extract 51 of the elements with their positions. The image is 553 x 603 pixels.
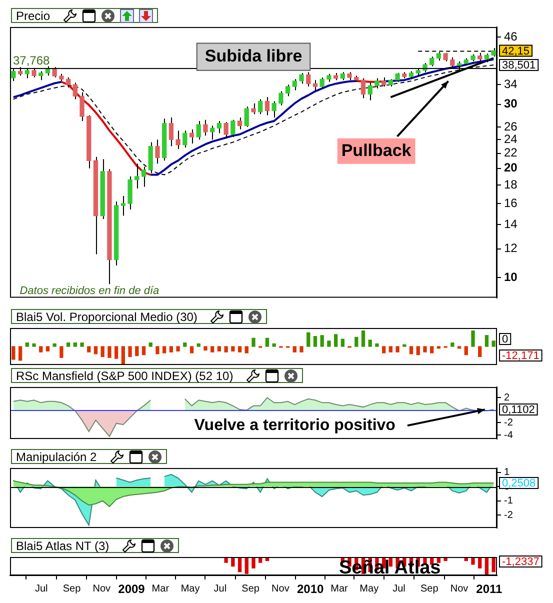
- y-tick-label: 46: [504, 29, 518, 44]
- y-tick-label: 14: [504, 216, 518, 231]
- x-tick-label: May: [360, 583, 379, 594]
- text: -1,2337: [502, 556, 540, 568]
- annotation: Subida libre: [204, 46, 302, 66]
- y-tick-label: 34: [504, 76, 518, 91]
- text: 0: [502, 334, 508, 346]
- x-tick-label: Jul: [214, 583, 227, 594]
- chart-title: Blai5 Vol. Proporcional Medio (30): [16, 310, 198, 324]
- chart-title: RSc Mansfield (S&P 500 INDEX) (52 10): [16, 368, 234, 382]
- x-tick-label: Sep: [62, 583, 82, 594]
- chart-title: Precio: [16, 8, 50, 22]
- y-tick-label: -4: [504, 430, 514, 441]
- annotation: Pullback: [341, 140, 412, 160]
- y-tick-label: 10: [504, 270, 518, 284]
- y-tick-label: -2: [504, 417, 514, 428]
- chart-title: Manipulación 2: [16, 450, 97, 464]
- x-tick-label: Nov: [272, 583, 290, 594]
- x-tick-label: Nov: [450, 583, 468, 594]
- y-tick-label: 1: [504, 467, 510, 478]
- y-tick-label: 16: [504, 196, 518, 210]
- ref-line-label: 37,768: [13, 53, 50, 68]
- x-tick-label: 2011: [476, 582, 502, 596]
- y-tick-label: 2: [504, 392, 510, 404]
- y-tick-label: 20: [504, 160, 518, 175]
- y-tick-label: 22: [504, 146, 518, 160]
- x-tick-label: Jul: [392, 583, 406, 594]
- x-tick-label: Nov: [92, 583, 111, 594]
- x-tick-label: Sep: [242, 583, 260, 594]
- annotation: 38,501: [502, 60, 536, 72]
- x-tick-label: Jul: [34, 583, 48, 594]
- x-tick-label: 2009: [118, 582, 146, 596]
- x-tick-label: Mar: [152, 583, 170, 594]
- annotation: 0,2508: [502, 478, 536, 490]
- y-tick-label: 30: [504, 96, 518, 111]
- text: -12,171: [502, 350, 540, 362]
- x-tick-label: Mar: [330, 583, 349, 594]
- annotation: Vuelve a territorio positivo: [194, 416, 396, 434]
- x-tick-label: Sep: [420, 583, 439, 594]
- chart-title: Blai5 Atlas NT (3): [16, 538, 110, 552]
- x-tick-label: May: [180, 583, 200, 594]
- annotation: 42,15: [502, 45, 530, 58]
- y-tick-label: 26: [504, 119, 518, 134]
- annotation: 0,1102: [502, 404, 535, 416]
- y-tick-label: -1: [504, 496, 514, 507]
- y-tick-label: 24: [504, 132, 518, 146]
- y-tick-label: 12: [504, 241, 518, 256]
- y-tick-label: -2: [504, 510, 514, 521]
- annotation: Datos recibidos en fin de día: [20, 285, 160, 298]
- y-tick-label: 18: [504, 177, 518, 192]
- x-tick-label: 2010: [296, 582, 324, 596]
